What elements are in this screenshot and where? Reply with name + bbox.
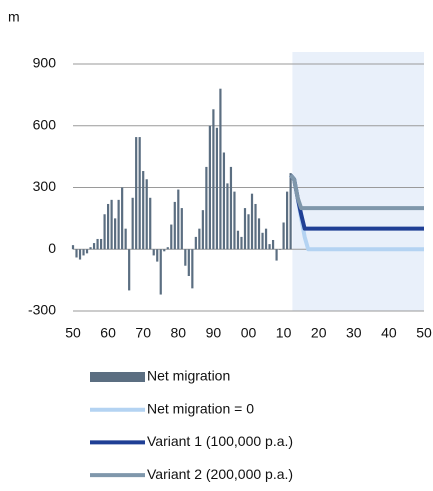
bar bbox=[198, 228, 201, 250]
projection-shade bbox=[292, 52, 424, 311]
bar bbox=[254, 203, 257, 250]
x-tick-label: 20 bbox=[311, 325, 327, 341]
bar bbox=[229, 166, 233, 250]
x-tick-label: 90 bbox=[206, 325, 222, 341]
bar bbox=[96, 238, 99, 250]
bar bbox=[240, 236, 243, 250]
y-tick-label: -300 bbox=[28, 302, 56, 318]
bar bbox=[145, 179, 148, 250]
x-tick-label: 50 bbox=[416, 325, 432, 341]
bar bbox=[75, 249, 78, 258]
bar bbox=[191, 249, 194, 289]
bar bbox=[282, 222, 285, 250]
bar bbox=[131, 197, 134, 250]
x-tick-label: 60 bbox=[100, 325, 116, 341]
bar bbox=[159, 249, 162, 295]
bar bbox=[289, 173, 292, 250]
bar bbox=[278, 249, 282, 250]
x-tick-label: 10 bbox=[276, 325, 292, 341]
bar bbox=[173, 201, 176, 250]
bar bbox=[99, 238, 103, 250]
bar bbox=[170, 224, 173, 250]
x-tick-label: 00 bbox=[241, 325, 257, 341]
bar bbox=[78, 249, 82, 260]
bar bbox=[236, 230, 240, 250]
bar bbox=[103, 214, 106, 250]
legend-label: Variant 2 (200,000 p.a.) bbox=[147, 466, 293, 482]
bar bbox=[177, 189, 180, 250]
bar bbox=[135, 137, 138, 250]
bar bbox=[71, 245, 75, 250]
bar bbox=[107, 203, 110, 250]
bar bbox=[114, 218, 117, 250]
bar bbox=[128, 249, 131, 291]
bar bbox=[89, 247, 92, 250]
bar bbox=[149, 197, 152, 250]
bar bbox=[142, 171, 145, 250]
x-tick-label: 70 bbox=[135, 325, 151, 341]
bar bbox=[268, 244, 271, 250]
bar bbox=[117, 199, 120, 250]
bar bbox=[205, 166, 208, 250]
bar bbox=[194, 236, 197, 250]
x-tick-label: 30 bbox=[346, 325, 362, 341]
y-tick-label: 600 bbox=[33, 116, 57, 132]
x-tick-label: 80 bbox=[171, 325, 187, 341]
bar bbox=[219, 88, 222, 250]
bar bbox=[187, 249, 190, 277]
bar bbox=[82, 249, 85, 256]
bar bbox=[110, 199, 113, 250]
legend-label: Net migration = 0 bbox=[147, 400, 254, 416]
y-tick-label: 0 bbox=[48, 240, 56, 256]
bar bbox=[212, 109, 215, 250]
bar bbox=[180, 208, 183, 250]
bar bbox=[215, 127, 219, 250]
bar bbox=[257, 218, 261, 250]
bar bbox=[233, 191, 236, 250]
y-tick-label: 300 bbox=[33, 178, 57, 194]
bar bbox=[152, 249, 155, 256]
bar bbox=[275, 249, 278, 261]
bar bbox=[85, 249, 89, 254]
bar bbox=[286, 191, 289, 250]
bar bbox=[247, 214, 250, 250]
bar bbox=[156, 249, 159, 262]
bar bbox=[222, 152, 226, 250]
bar bbox=[261, 232, 264, 250]
line bbox=[289, 173, 424, 211]
bar bbox=[208, 125, 211, 250]
x-tick-label: 50 bbox=[65, 325, 81, 341]
legend-swatch bbox=[90, 372, 145, 382]
x-tick-label: 40 bbox=[381, 325, 397, 341]
bar bbox=[92, 243, 96, 250]
bar bbox=[166, 247, 169, 250]
bar bbox=[264, 228, 268, 250]
bar bbox=[163, 249, 166, 252]
bar bbox=[250, 193, 254, 250]
bar bbox=[201, 210, 204, 250]
bar bbox=[243, 208, 247, 250]
legend-label: Net migration bbox=[147, 368, 230, 384]
unit-label: m bbox=[8, 9, 20, 25]
bar bbox=[184, 249, 187, 266]
bar bbox=[121, 187, 124, 250]
bar bbox=[124, 228, 127, 250]
y-tick-label: 900 bbox=[33, 55, 57, 71]
bar bbox=[271, 239, 275, 250]
bar bbox=[138, 137, 141, 250]
bar bbox=[226, 183, 229, 250]
legend-label: Variant 1 (100,000 p.a.) bbox=[147, 433, 293, 449]
